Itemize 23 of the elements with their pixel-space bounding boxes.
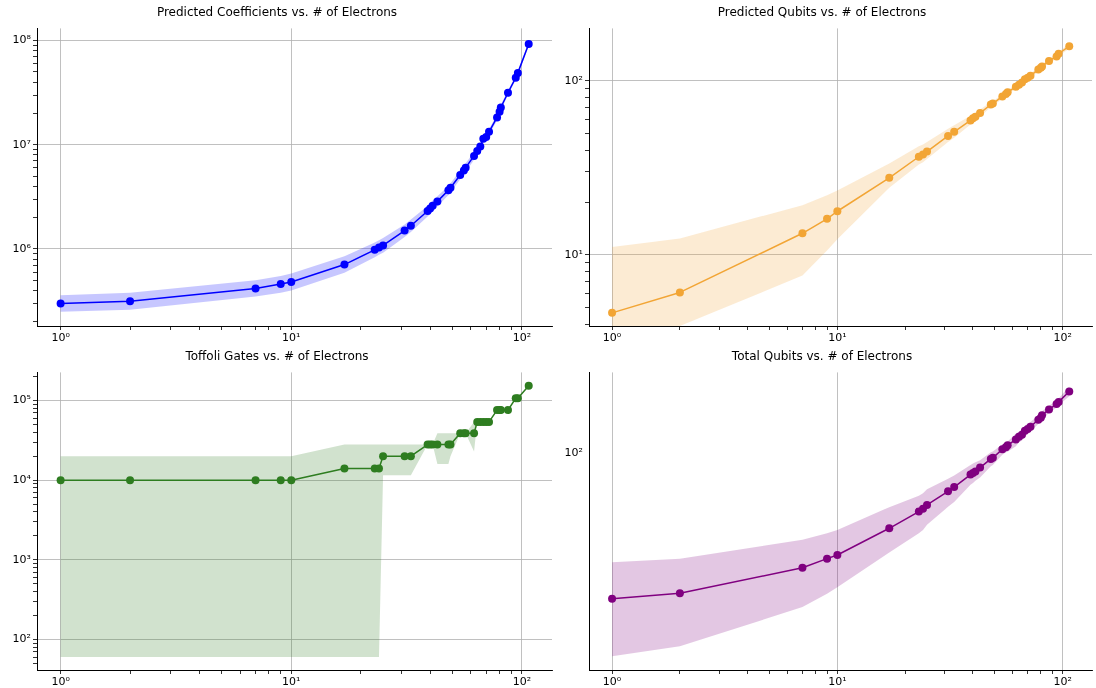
y-tick-label: 10⁷ — [12, 137, 31, 151]
x-tick-label: 10¹ — [282, 331, 301, 345]
chart-title: Toffoli Gates vs. # of Electrons — [184, 349, 369, 364]
x-tick-label: 10⁰ — [602, 675, 622, 688]
y-tick-label: 10² — [12, 632, 31, 646]
y-tick-label: 10⁸ — [12, 33, 32, 47]
chart-title: Predicted Coefficients vs. # of Electrons — [156, 5, 398, 20]
chart-title: Total Qubits vs. # of Electrons — [730, 349, 913, 364]
x-tick-label: 10¹ — [828, 331, 847, 345]
x-tick-label: 10² — [512, 675, 532, 688]
x-tick-label: 10⁰ — [51, 331, 71, 345]
x-tick-label: 10² — [512, 331, 532, 345]
y-tick-label: 10⁴ — [12, 473, 32, 487]
y-tick-label: 10⁶ — [12, 241, 32, 255]
y-tick-label: 10⁵ — [12, 393, 31, 407]
x-tick-label: 10⁰ — [602, 331, 622, 345]
x-tick-label: 10¹ — [828, 675, 847, 688]
x-tick-label: 10⁰ — [51, 675, 71, 688]
x-tick-label: 10² — [1053, 675, 1072, 688]
y-tick-label: 10³ — [12, 552, 31, 566]
x-tick-label: 10² — [1053, 331, 1072, 345]
x-tick-label: 10¹ — [282, 675, 301, 688]
chart-title: Predicted Qubits vs. # of Electrons — [717, 5, 927, 20]
